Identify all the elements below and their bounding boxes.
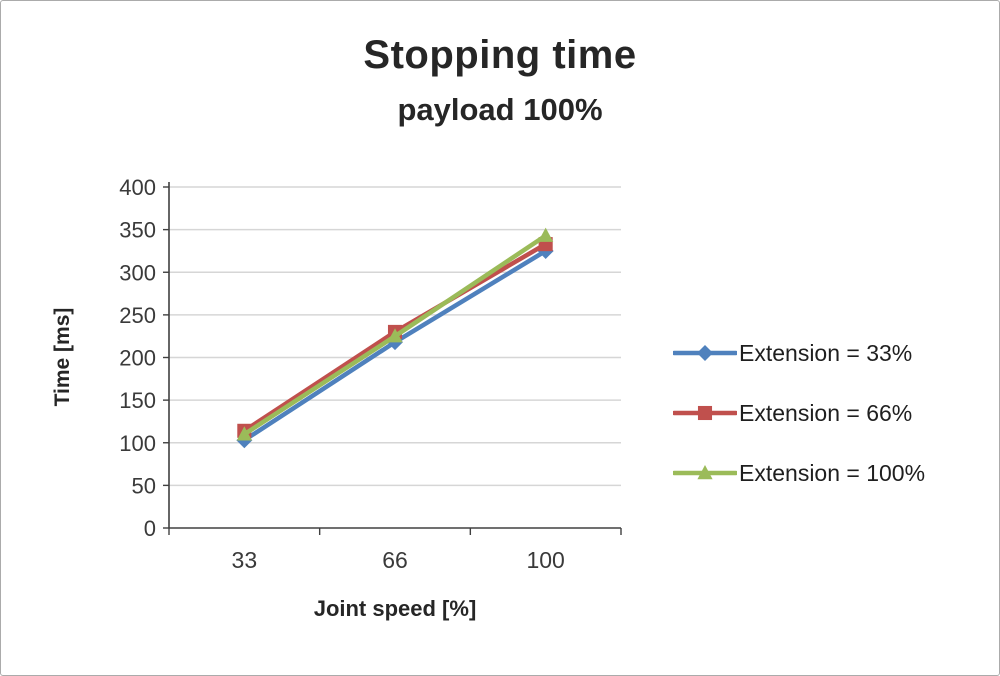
legend-item: Extension = 100%: [673, 455, 925, 491]
chart-title-block: Stopping time payload 100%: [1, 33, 999, 128]
legend-item: Extension = 33%: [673, 335, 925, 371]
legend-item: Extension = 66%: [673, 395, 925, 431]
svg-text:350: 350: [119, 218, 156, 243]
svg-text:150: 150: [119, 388, 156, 413]
svg-text:33: 33: [232, 547, 258, 573]
legend-label: Extension = 33%: [739, 339, 913, 366]
legend-label: Extension = 100%: [739, 459, 926, 486]
plot-area: 0 50 100 150 200 250 300 350 400 33 66 100: [119, 176, 622, 573]
svg-text:250: 250: [119, 303, 156, 328]
svg-text:300: 300: [119, 260, 156, 285]
svg-text:400: 400: [119, 176, 156, 200]
svg-text:50: 50: [132, 473, 156, 498]
legend-swatch-diamond-icon: [673, 345, 737, 361]
svg-text:100: 100: [526, 547, 564, 573]
svg-text:200: 200: [119, 346, 156, 371]
svg-text:66: 66: [382, 547, 408, 573]
y-axis-title: Time [ms]: [51, 307, 74, 407]
chart-subtitle: payload 100%: [397, 92, 603, 127]
legend-swatch-triangle-icon: [673, 465, 737, 480]
svg-text:0: 0: [144, 516, 156, 541]
x-axis-title: Joint speed [%]: [313, 596, 477, 621]
chart-title: Stopping time: [363, 33, 637, 77]
legend: Extension = 33% Extension = 66% Extensio…: [673, 335, 925, 491]
svg-text:100: 100: [119, 431, 156, 456]
legend-swatch-square-icon: [673, 405, 737, 421]
legend-label: Extension = 66%: [739, 399, 913, 426]
